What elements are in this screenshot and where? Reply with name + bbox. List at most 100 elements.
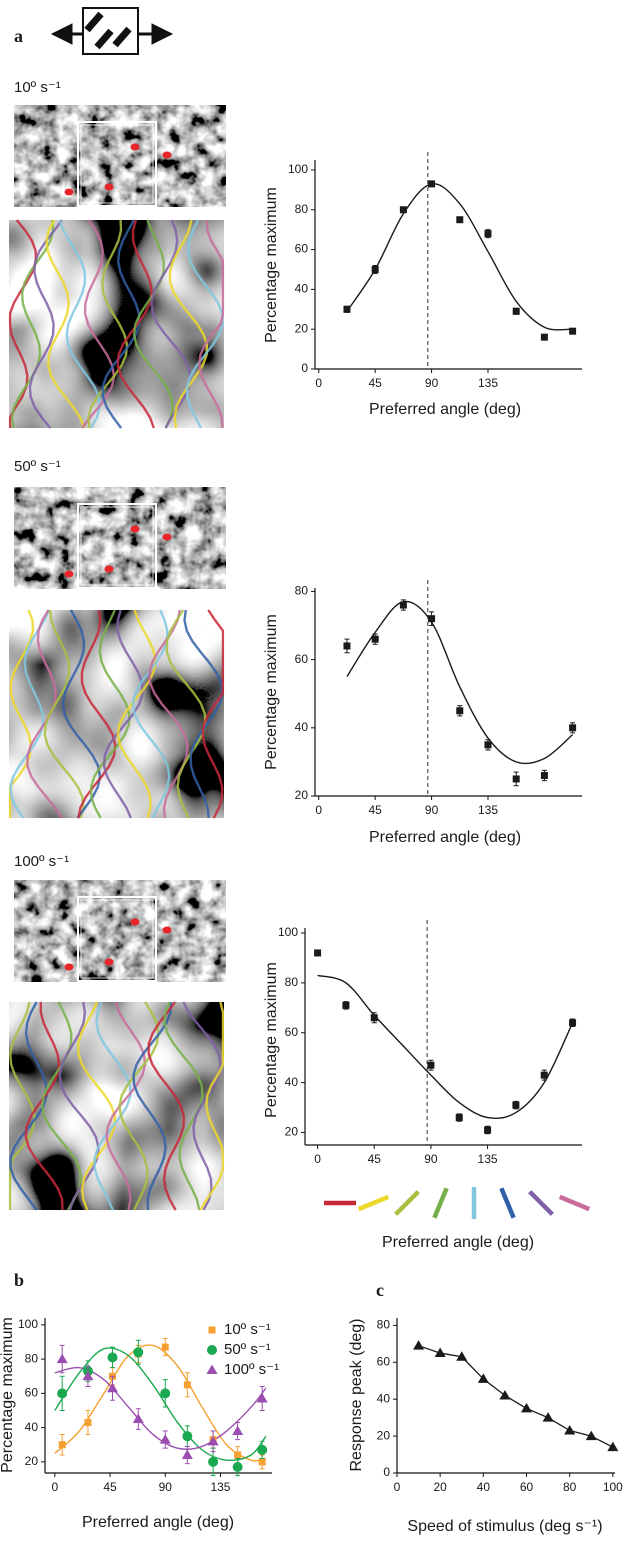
y-tick-label: 20 xyxy=(285,1125,299,1139)
orientation-key xyxy=(528,1190,554,1216)
orientation-key xyxy=(394,1190,420,1216)
data-point xyxy=(484,230,492,238)
panel-label: a xyxy=(14,26,23,46)
legend-marker xyxy=(206,1364,218,1374)
contour xyxy=(63,610,100,818)
data-point xyxy=(314,949,322,957)
y-tick-label: 80 xyxy=(295,202,309,216)
cell-marker xyxy=(162,533,172,541)
y-tick-label: 20 xyxy=(377,1428,391,1442)
contour xyxy=(149,610,187,818)
contour xyxy=(118,610,155,818)
legend-label: 10º s⁻¹ xyxy=(224,1321,271,1338)
contour xyxy=(60,220,100,428)
data-point xyxy=(456,1351,468,1361)
roi-frame xyxy=(77,896,157,982)
data-point xyxy=(342,1001,350,1009)
panel-label: c xyxy=(376,1280,384,1300)
contour xyxy=(10,1002,34,1210)
data-point xyxy=(540,1071,548,1079)
cell-marker xyxy=(130,525,140,533)
data-point xyxy=(232,1425,244,1436)
x-tick-label: 60 xyxy=(520,1480,534,1494)
contour xyxy=(199,220,223,428)
fit-curve xyxy=(346,183,573,331)
data-point xyxy=(57,1388,68,1399)
data-point xyxy=(58,1441,66,1449)
x-tick-label: 45 xyxy=(368,1152,382,1166)
contour xyxy=(203,610,223,818)
y-tick-label: 40 xyxy=(285,1075,299,1089)
data-point xyxy=(159,1434,171,1444)
y-axis-label: Percentage maximum xyxy=(263,187,280,343)
cell-marker xyxy=(130,918,140,926)
contour xyxy=(167,610,205,818)
data-point xyxy=(257,1444,268,1455)
data-point xyxy=(569,327,577,335)
data-point xyxy=(428,615,436,623)
legend-label: 100º s⁻¹ xyxy=(224,1361,279,1378)
contour xyxy=(10,220,36,428)
map-small xyxy=(14,487,226,589)
data-point xyxy=(371,265,379,273)
data-point xyxy=(512,307,520,315)
data-point xyxy=(477,1373,489,1383)
chart-title: 100º s⁻¹ xyxy=(14,853,69,870)
contour xyxy=(134,220,173,428)
data-point xyxy=(607,1441,619,1452)
orientation-key xyxy=(499,1187,516,1219)
chart-title: 10º s⁻¹ xyxy=(14,79,61,96)
data-point xyxy=(569,1019,577,1027)
x-tick-label: 90 xyxy=(425,376,439,390)
data-point xyxy=(585,1430,597,1441)
contour xyxy=(11,610,50,818)
y-tick-label: 80 xyxy=(377,1318,391,1332)
contour xyxy=(47,220,85,428)
data-line xyxy=(418,1345,614,1448)
orientation-key xyxy=(432,1187,449,1219)
x-tick-label: 135 xyxy=(478,376,498,390)
x-tick-label: 135 xyxy=(478,1152,498,1166)
x-tick-label: 45 xyxy=(103,1480,117,1494)
data-point xyxy=(256,1392,268,1403)
data-point xyxy=(84,1418,92,1426)
contour xyxy=(78,1002,115,1210)
data-point xyxy=(512,1101,520,1109)
cell-marker xyxy=(162,151,172,159)
contour xyxy=(201,1002,224,1210)
map-large xyxy=(9,610,224,818)
map-small xyxy=(14,105,226,207)
roi-frame xyxy=(77,121,157,207)
y-tick-label: 100 xyxy=(288,162,308,176)
map-large xyxy=(9,220,224,428)
data-point xyxy=(399,206,407,214)
data-point xyxy=(484,741,492,749)
map-large xyxy=(9,1002,224,1210)
data-point xyxy=(427,1061,435,1069)
data-point xyxy=(512,775,520,783)
x-tick-label: 0 xyxy=(315,803,322,817)
data-point xyxy=(399,601,407,609)
data-point xyxy=(542,1412,554,1422)
x-axis-label: Preferred angle (deg) xyxy=(82,1514,234,1531)
y-tick-label: 60 xyxy=(25,1386,39,1400)
contour xyxy=(187,220,222,428)
y-axis-label: Percentage maximum xyxy=(263,614,280,770)
x-tick-label: 90 xyxy=(159,1480,173,1494)
contour xyxy=(88,220,127,428)
legend-marker xyxy=(207,1345,217,1355)
data-point xyxy=(258,1458,266,1466)
x-tick-label: 40 xyxy=(477,1480,491,1494)
data-point xyxy=(456,216,464,224)
y-axis-label: Percentage maximum xyxy=(0,1317,16,1473)
data-point xyxy=(569,724,577,732)
data-point xyxy=(455,1114,463,1122)
contour xyxy=(26,1002,63,1210)
contour xyxy=(134,1002,171,1210)
x-tick-label: 45 xyxy=(368,376,382,390)
y-tick-label: 80 xyxy=(25,1351,39,1365)
y-tick-label: 60 xyxy=(377,1354,391,1368)
y-tick-label: 60 xyxy=(295,652,309,666)
contour xyxy=(95,1002,131,1210)
orientation-key xyxy=(357,1194,390,1212)
